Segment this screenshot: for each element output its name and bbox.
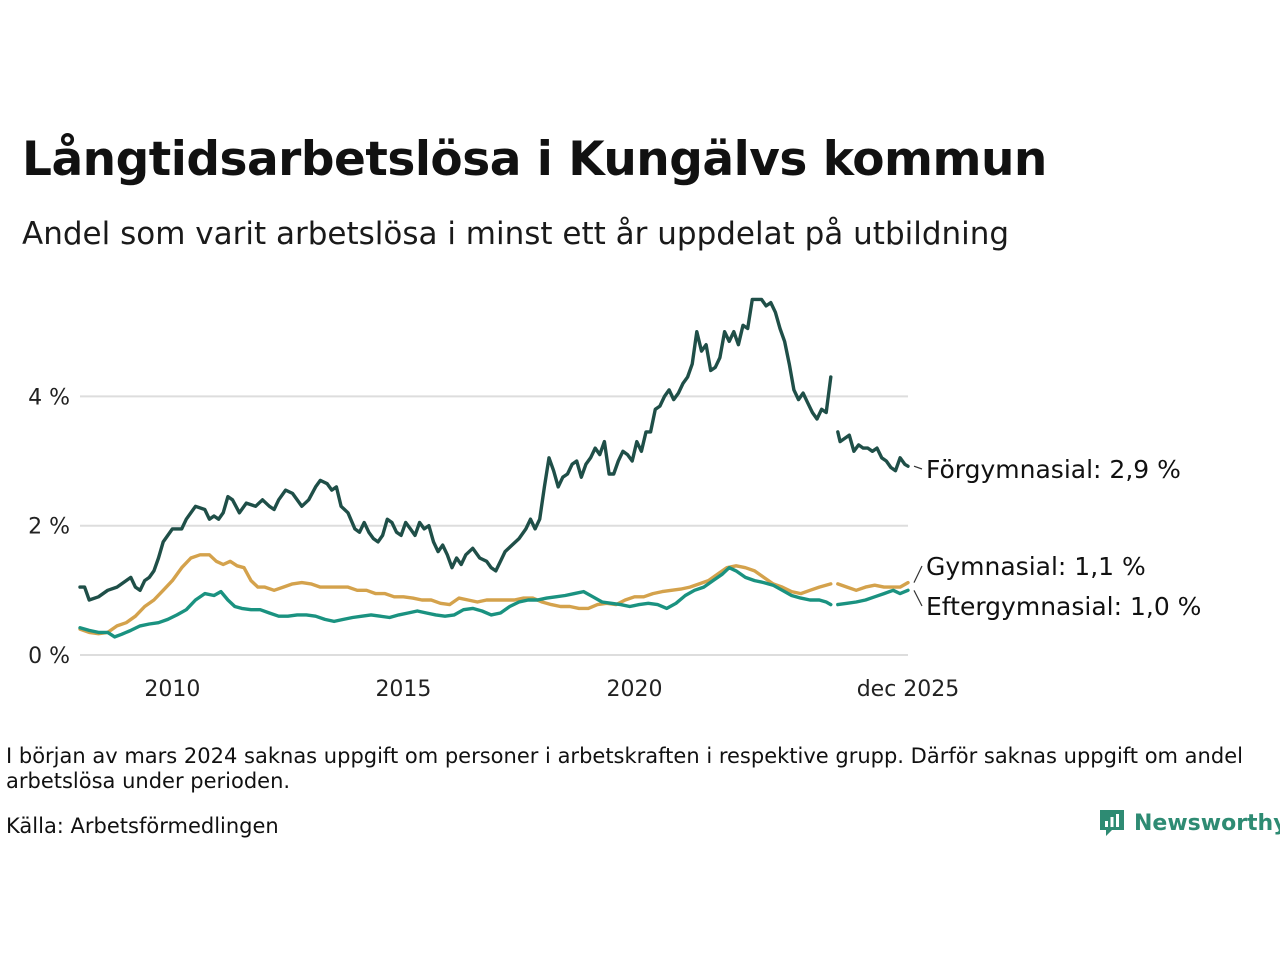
series-line-förgymnasial bbox=[836, 430, 910, 473]
label-leader bbox=[913, 465, 923, 470]
x-tick-label: 2020 bbox=[606, 677, 662, 702]
y-tick-label: 2 % bbox=[28, 515, 70, 540]
series-line-eftergymnasial bbox=[836, 588, 910, 607]
logo-text: Newsworthy bbox=[1134, 810, 1280, 836]
series-line-förgymnasial bbox=[78, 297, 833, 602]
newsworthy-logo: Newsworthy bbox=[1098, 808, 1280, 838]
x-tick-label: 2010 bbox=[144, 677, 200, 702]
series-label-förgymnasial: Förgymnasial: 2,9 % bbox=[926, 455, 1181, 484]
gridlines bbox=[80, 395, 908, 656]
series-label-gymnasial: Gymnasial: 1,1 % bbox=[926, 552, 1146, 581]
x-tick-label: dec 2025 bbox=[857, 677, 960, 702]
footnote: I början av mars 2024 saknas uppgift om … bbox=[6, 744, 1243, 793]
series-labels: Förgymnasial: 2,9 % Gymnasial: 1,1 % Efter… bbox=[913, 455, 1201, 621]
x-tick-label: 2015 bbox=[375, 677, 431, 702]
series-line-eftergymnasial bbox=[78, 566, 833, 639]
y-axis: 0 % 2 % 4 % bbox=[28, 385, 70, 669]
label-leader bbox=[913, 565, 923, 583]
chart-title: Långtidsarbetslösa i Kungälvs kommun bbox=[22, 132, 1047, 187]
y-tick-label: 0 % bbox=[28, 644, 70, 669]
source-text: Källa: Arbetsförmedlingen bbox=[6, 814, 279, 838]
series-label-eftergymnasial: Eftergymnasial: 1,0 % bbox=[926, 592, 1201, 621]
logo-icon bbox=[1100, 810, 1124, 836]
label-leader bbox=[913, 590, 923, 607]
series-line-gymnasial bbox=[836, 580, 910, 592]
series-line-gymnasial bbox=[78, 553, 833, 636]
chart-subtitle: Andel som varit arbetslösa i minst ett å… bbox=[22, 216, 1010, 252]
line-chart: 0 % 2 % 4 % 2010 2015 2020 dec 2025 Förgymnas… bbox=[28, 297, 1201, 702]
series-lines bbox=[78, 297, 910, 639]
x-axis: 2010 2015 2020 dec 2025 bbox=[144, 677, 959, 702]
y-tick-label: 4 % bbox=[28, 385, 70, 410]
